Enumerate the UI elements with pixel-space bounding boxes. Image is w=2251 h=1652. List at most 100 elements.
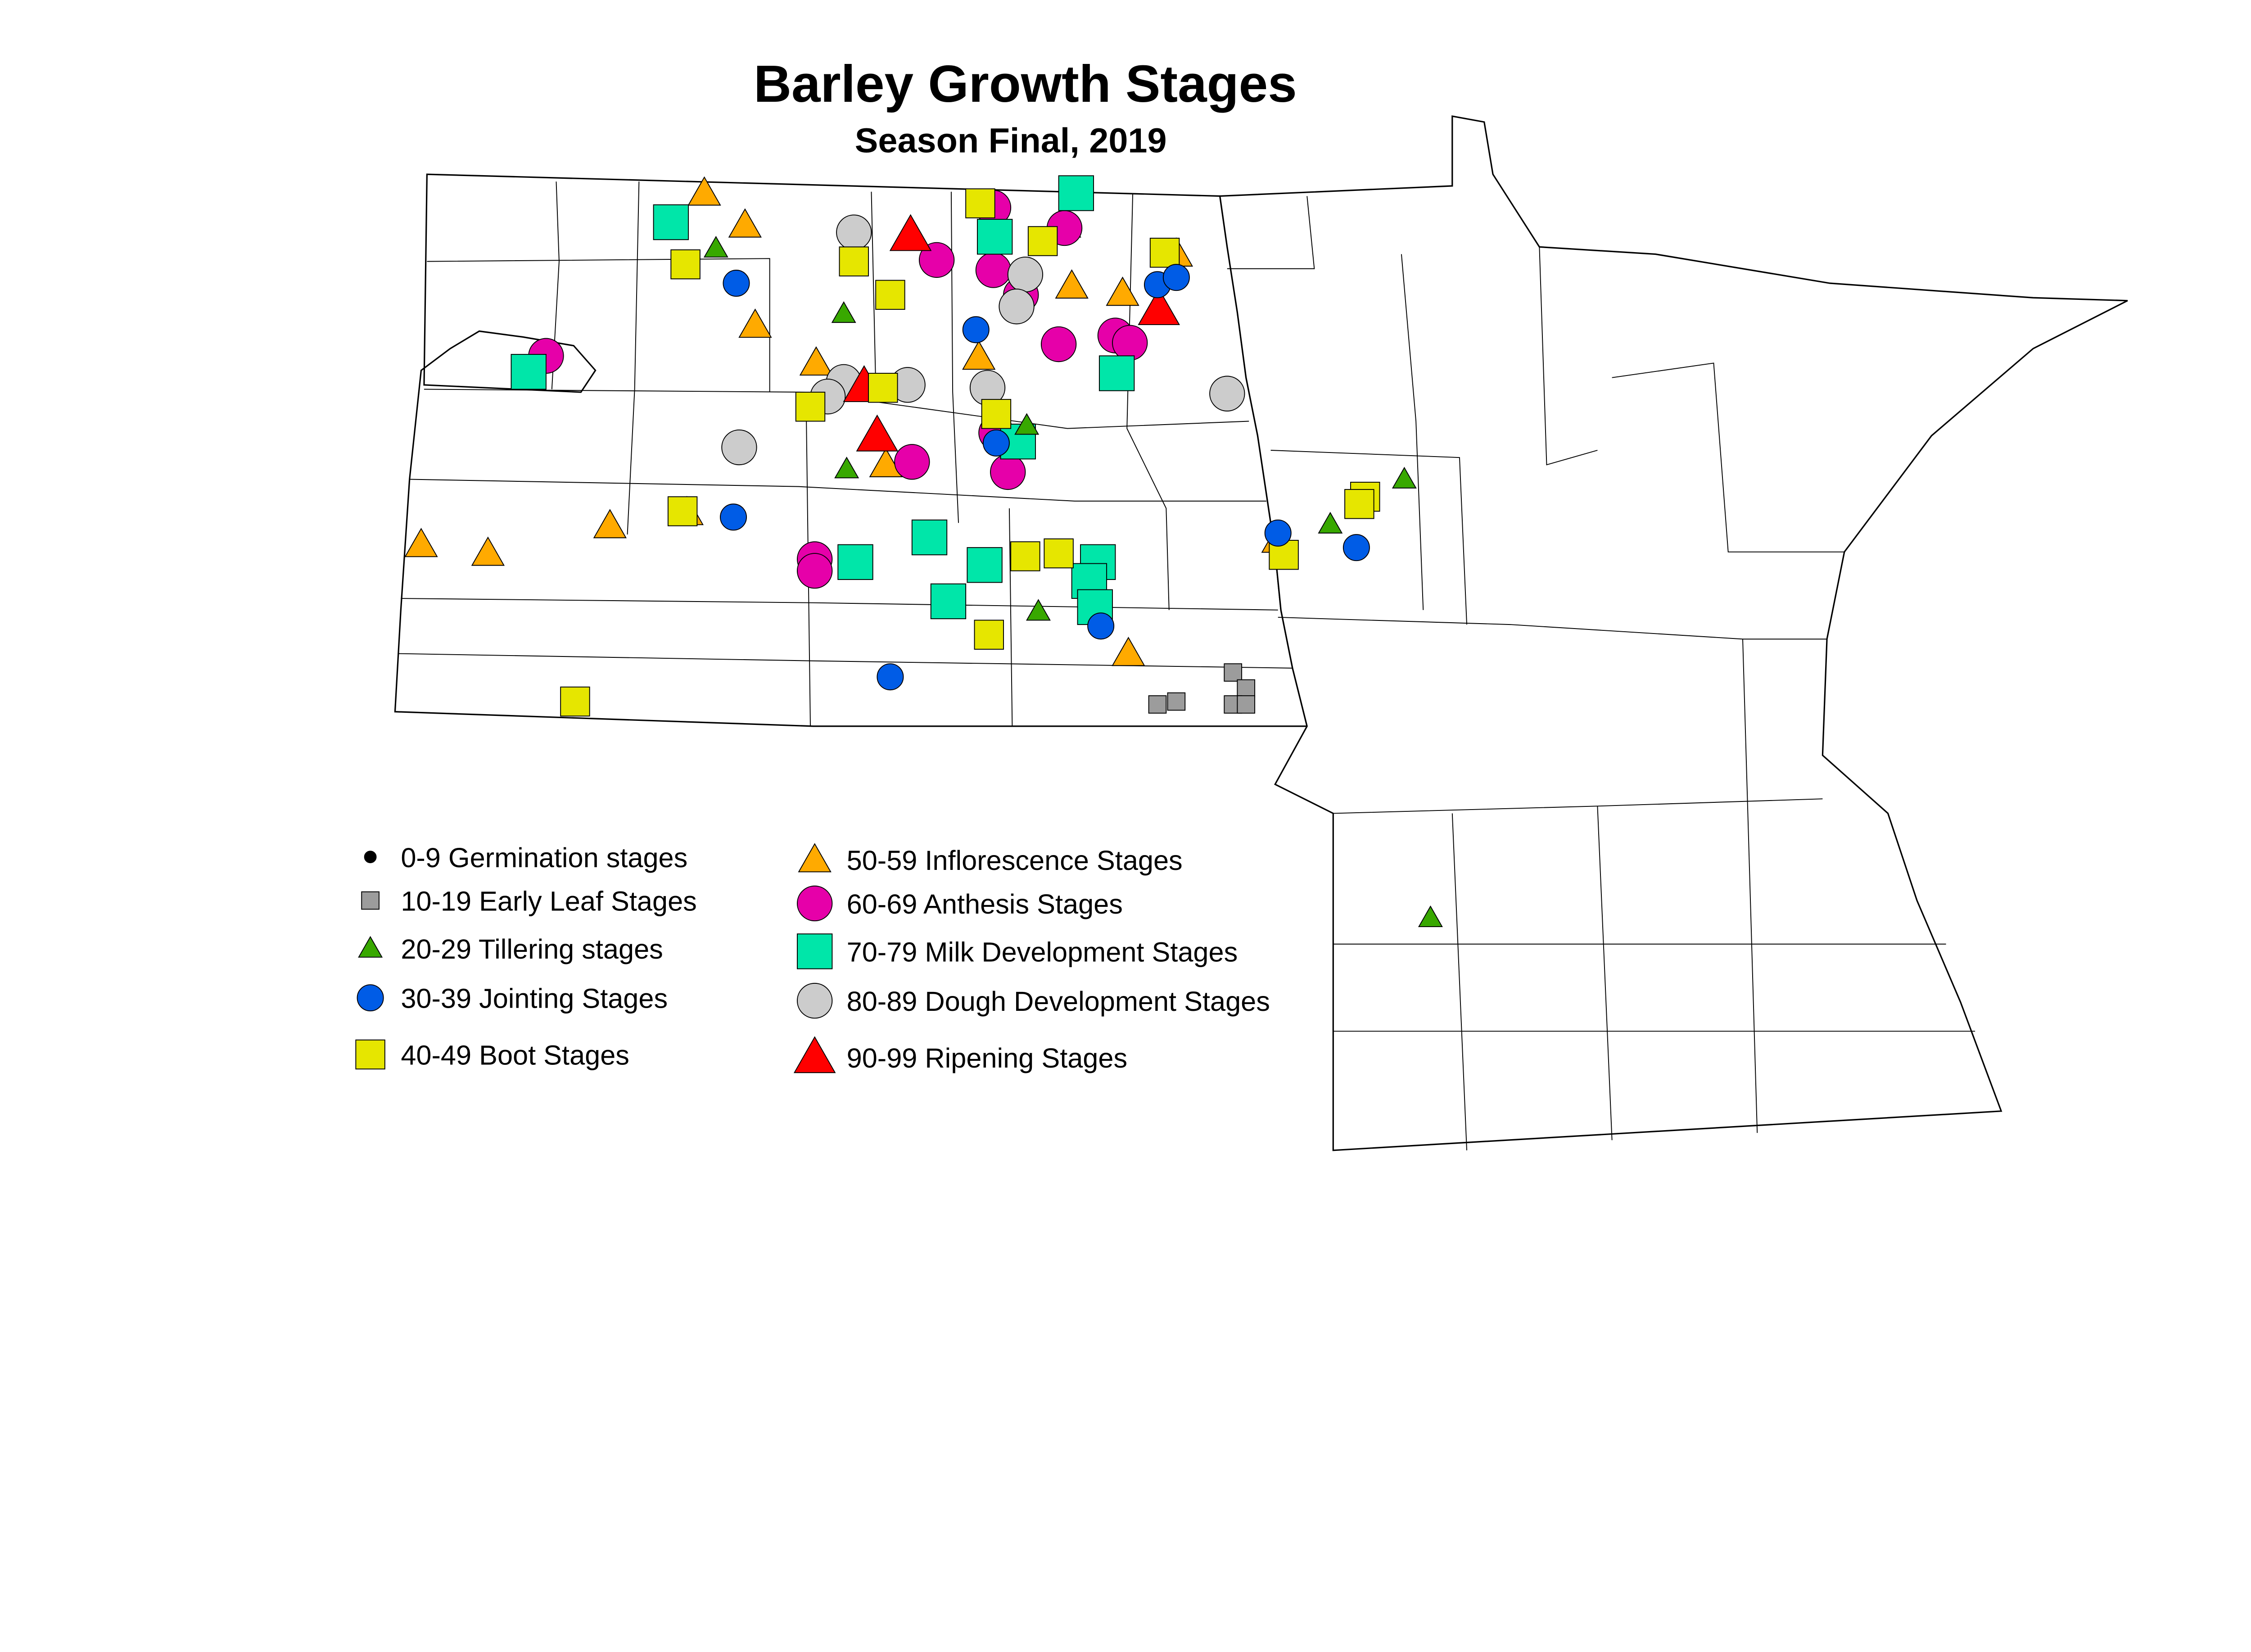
marker-60-69	[918, 242, 955, 278]
marker-70-79	[1098, 355, 1135, 391]
marker-30-39	[1342, 534, 1370, 561]
marker-90-99	[856, 414, 899, 452]
marker-40-49	[839, 246, 869, 276]
marker-80-89	[1007, 256, 1044, 293]
legend-label: 50-59 Inflorescence Stages	[847, 845, 1183, 876]
state-outlines	[394, 115, 2128, 1151]
marker-40-49	[667, 496, 698, 526]
legend-symbol-icon	[358, 936, 383, 958]
marker-70-79	[977, 219, 1013, 255]
legend-label: 40-49 Boot Stages	[401, 1040, 629, 1071]
marker-80-89	[999, 288, 1035, 325]
marker-30-39	[1162, 264, 1190, 291]
marker-30-39	[1264, 519, 1292, 547]
marker-30-39	[982, 429, 1010, 457]
marker-40-49	[965, 188, 995, 218]
marker-60-69	[1112, 325, 1148, 361]
marker-60-69	[894, 444, 930, 480]
marker-80-89	[721, 429, 757, 466]
marker-30-39	[723, 270, 750, 297]
county-lines	[398, 181, 1975, 1150]
legend-label: 10-19 Early Leaf Stages	[401, 886, 696, 917]
marker-10-19	[1237, 679, 1256, 698]
legend-symbol-icon	[355, 1039, 385, 1070]
legend-item: 0-9 Germination stages	[364, 842, 687, 873]
marker-40-49	[1149, 238, 1180, 268]
marker-40-49	[560, 686, 590, 717]
marker-70-79	[511, 354, 547, 390]
marker-50-59	[962, 340, 996, 370]
marker-20-29	[834, 457, 859, 479]
marker-60-69	[990, 454, 1026, 490]
minnesota-outline	[1219, 115, 2128, 1151]
marker-40-49	[1010, 541, 1040, 571]
legend-symbol-icon	[797, 885, 833, 922]
legend-item: 50-59 Inflorescence Stages	[798, 843, 1183, 876]
marker-80-89	[1209, 376, 1245, 412]
marker-20-29	[1392, 466, 1417, 489]
marker-70-79	[967, 547, 1003, 583]
marker-10-19	[1167, 692, 1186, 711]
legend-label: 90-99 Ripening Stages	[847, 1043, 1127, 1073]
marker-30-39	[877, 663, 904, 691]
legend-item: 60-69 Anthesis Stages	[797, 885, 1123, 922]
legend-symbol-icon	[357, 984, 384, 1012]
marker-50-59	[404, 528, 438, 557]
marker-50-59	[728, 208, 762, 238]
marker-70-79	[653, 204, 689, 240]
legend-item: 40-49 Boot Stages	[355, 1039, 629, 1071]
legend-label: 30-39 Jointing Stages	[401, 983, 668, 1014]
marker-40-49	[875, 280, 905, 310]
marker-50-59	[593, 509, 627, 539]
barley-stage-map: Barley Growth Stages Season Final, 2019 …	[355, 54, 2128, 1151]
marker-40-49	[868, 373, 898, 403]
marker-20-29	[703, 235, 728, 258]
legend-symbol-icon	[798, 843, 832, 873]
marker-60-69	[975, 252, 1012, 288]
marker-50-59	[687, 176, 721, 206]
marker-10-19	[1224, 663, 1243, 682]
marker-60-69	[797, 553, 833, 589]
legend-symbol-icon	[797, 933, 833, 969]
legend-symbol-icon	[793, 1036, 836, 1073]
legend-item: 80-89 Dough Development Stages	[797, 982, 1270, 1019]
marker-40-49	[795, 391, 826, 422]
marker-50-59	[1055, 269, 1089, 299]
marker-70-79	[1058, 175, 1094, 211]
marker-20-29	[1026, 599, 1051, 621]
marker-50-59	[1106, 276, 1139, 306]
marker-20-29	[831, 301, 856, 323]
marker-50-59	[799, 346, 833, 376]
marker-80-89	[836, 214, 872, 250]
legend-symbol-icon	[364, 851, 377, 864]
legend-label: 0-9 Germination stages	[401, 842, 687, 873]
marker-40-49	[974, 620, 1004, 650]
marker-40-49	[1344, 489, 1374, 519]
legend-item: 30-39 Jointing Stages	[357, 983, 668, 1014]
marker-70-79	[930, 583, 967, 620]
legend-item: 10-19 Early Leaf Stages	[361, 886, 697, 917]
marker-40-49	[670, 249, 701, 280]
marker-60-69	[1040, 326, 1077, 362]
marker-40-49	[981, 399, 1012, 429]
legend-item: 70-79 Milk Development Stages	[797, 933, 1238, 969]
marker-30-39	[720, 503, 747, 531]
legend-label: 70-79 Milk Development Stages	[847, 937, 1238, 967]
marker-20-29	[1418, 905, 1443, 928]
marker-20-29	[1014, 413, 1040, 435]
marker-30-39	[1087, 612, 1115, 640]
legend-symbol-icon	[797, 982, 833, 1019]
marker-10-19	[1237, 695, 1256, 714]
marker-40-49	[1044, 538, 1074, 569]
map-figure: Barley Growth Stages Season Final, 2019 …	[355, 54, 2128, 1151]
legend-item: 90-99 Ripening Stages	[793, 1036, 1127, 1073]
marker-70-79	[911, 519, 948, 556]
map-title: Barley Growth Stages	[754, 54, 1297, 113]
legend-symbol-icon	[361, 891, 380, 910]
marker-20-29	[1318, 511, 1343, 534]
marker-50-59	[738, 308, 772, 338]
marker-90-99	[889, 214, 932, 251]
marker-70-79	[837, 544, 873, 580]
observation-markers	[404, 175, 1443, 928]
marker-30-39	[962, 316, 990, 344]
